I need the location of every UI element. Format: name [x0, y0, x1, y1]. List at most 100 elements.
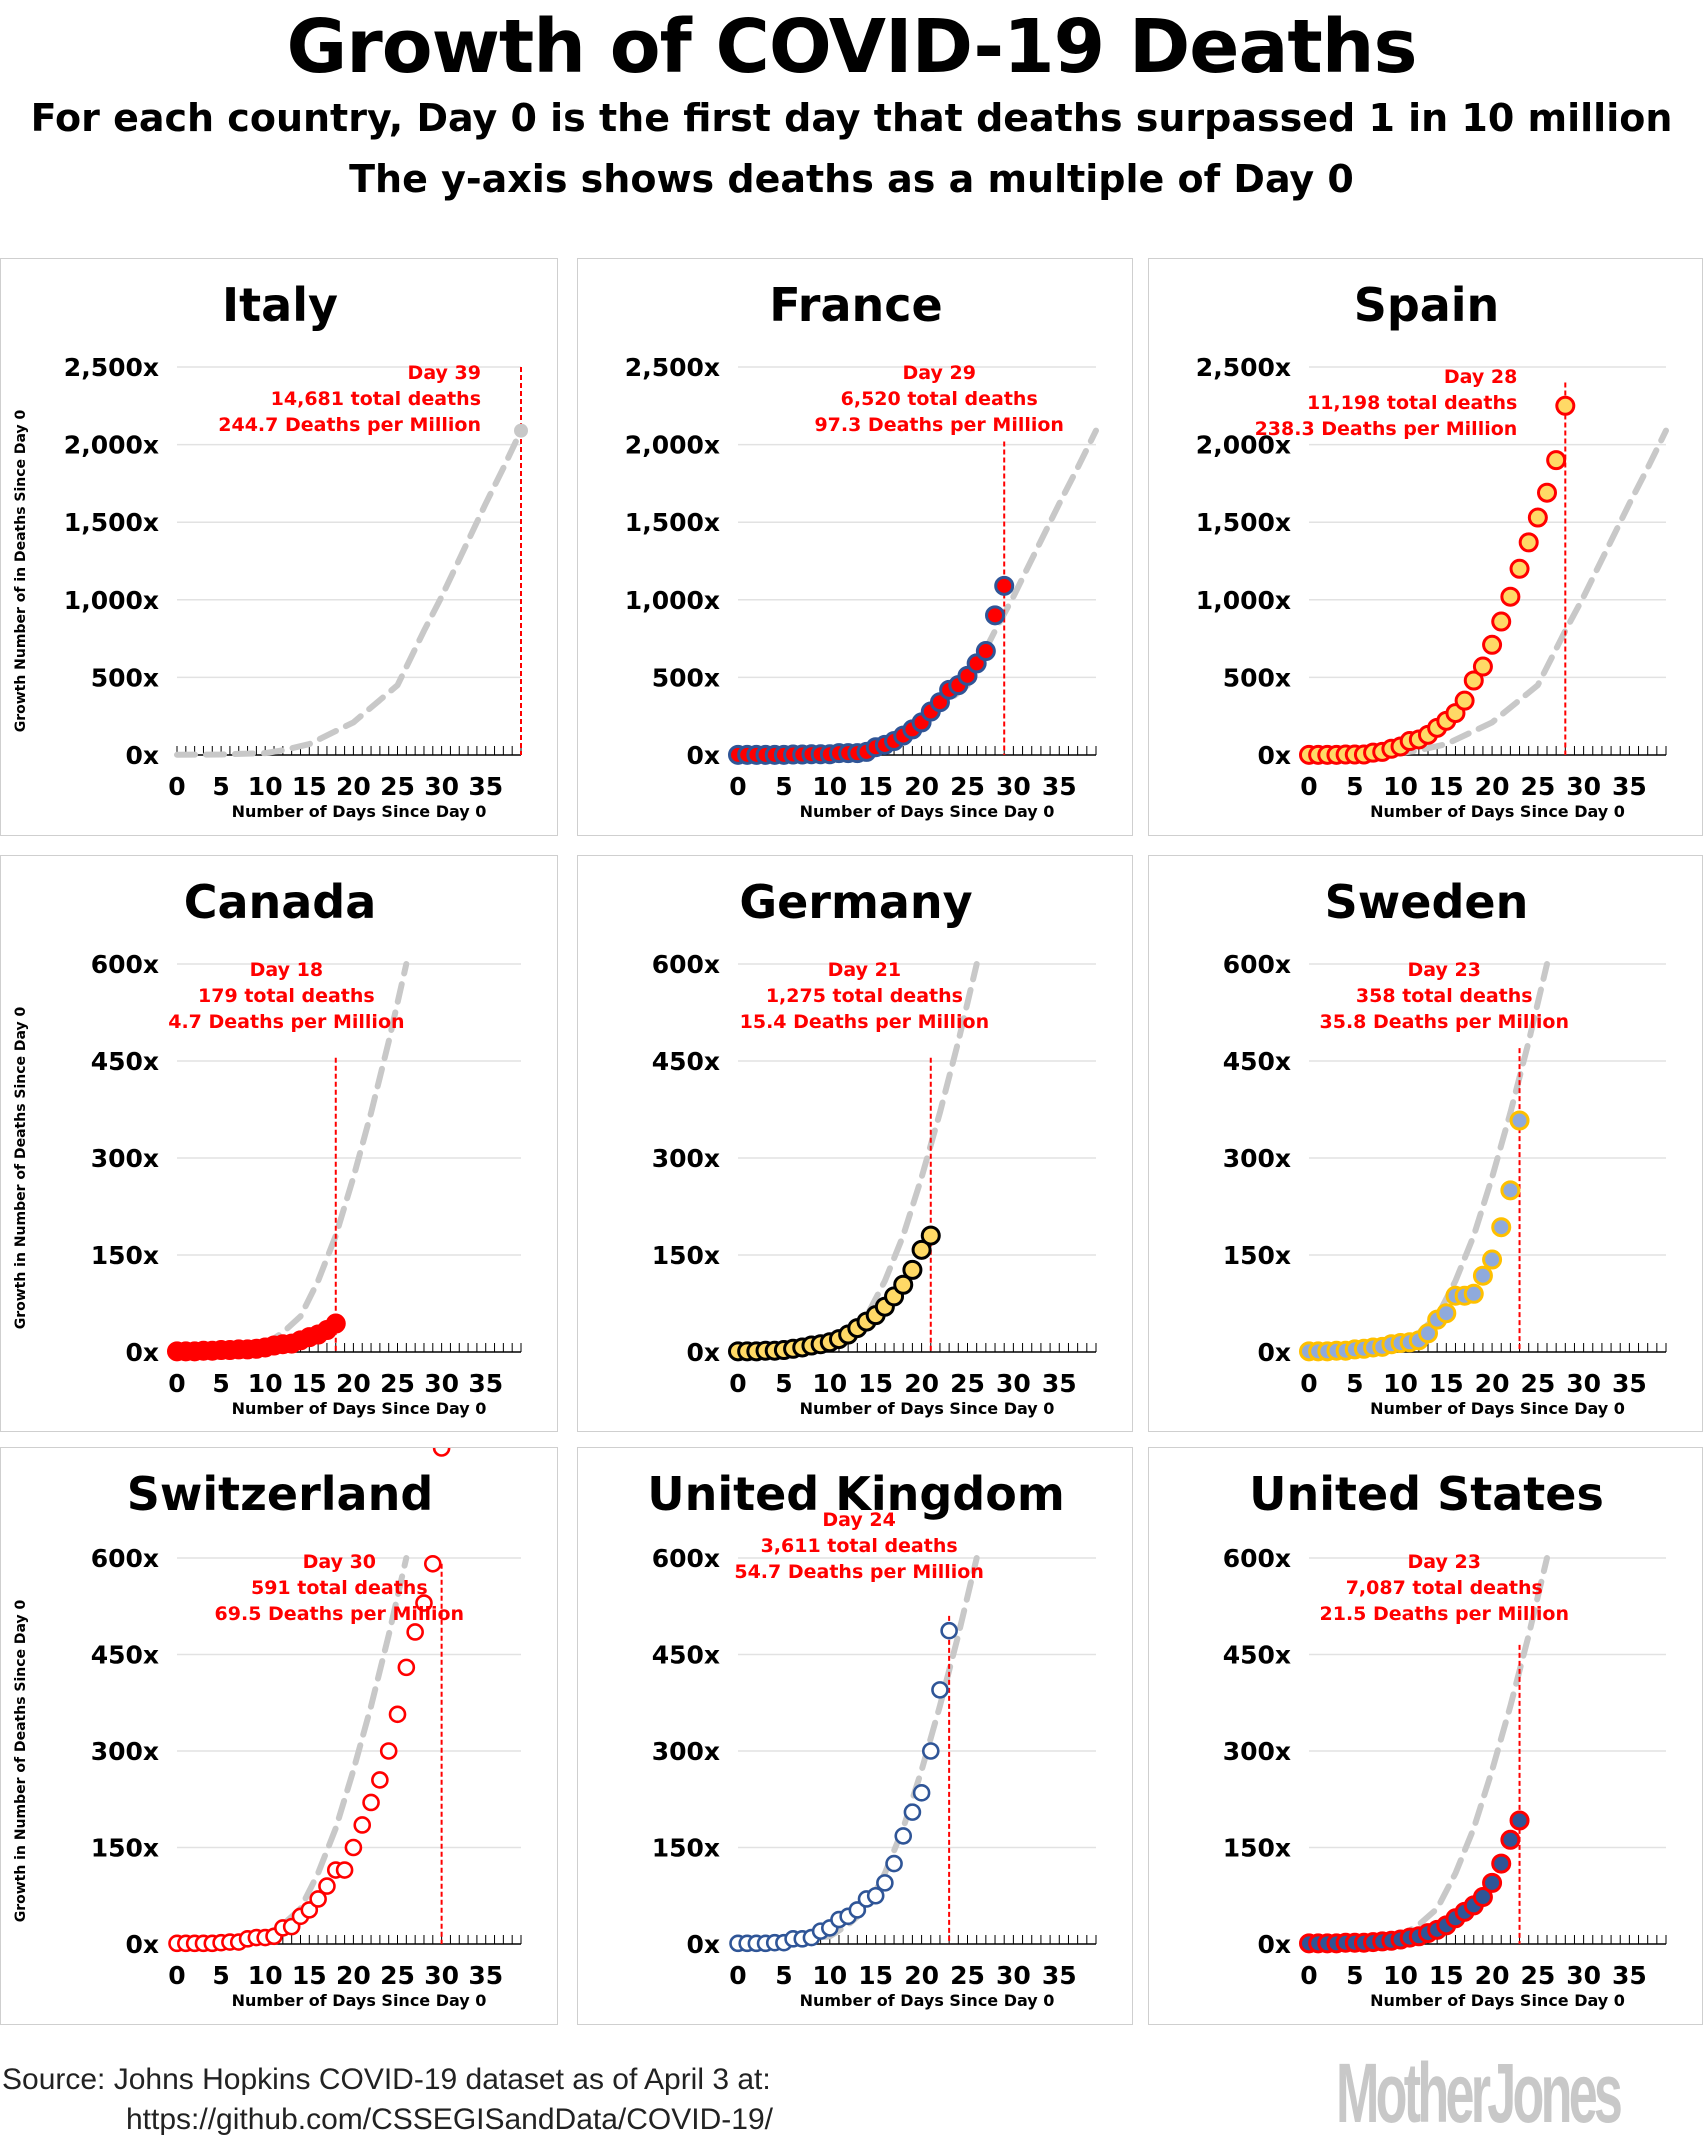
y-tick-label: 0x — [125, 1338, 159, 1367]
data-point — [397, 1658, 416, 1677]
y-tick-label: 150x — [91, 1834, 159, 1863]
x-tick-label: 0 — [1300, 772, 1317, 801]
y-tick-label: 600x — [652, 1544, 720, 1573]
y-tick-label: 150x — [1223, 1834, 1291, 1863]
annotation-total-deaths: 7,087 total deaths — [1346, 1577, 1543, 1599]
x-tick-label: 10 — [248, 1961, 283, 1990]
x-tick-label: 0 — [168, 1369, 185, 1398]
x-tick-label: 30 — [1566, 1961, 1601, 1990]
data-point — [344, 1838, 363, 1857]
x-tick-label: 20 — [336, 1961, 371, 1990]
data-point — [415, 1594, 433, 1612]
data-point — [1482, 1249, 1503, 1270]
data-point — [325, 1313, 346, 1334]
data-point — [1509, 558, 1530, 579]
data-point — [1518, 532, 1539, 553]
series-germany — [728, 1225, 941, 1362]
x-tick-label: 15 — [292, 772, 327, 801]
x-tick-label: 25 — [380, 1961, 415, 1990]
x-tick-label: 5 — [1346, 772, 1363, 801]
x-axis-label: Number of Days Since Day 0 — [800, 1399, 1055, 1418]
y-tick-label: 0x — [1257, 741, 1291, 770]
y-tick-label: 2,000x — [1196, 431, 1291, 460]
x-tick-label: 0 — [729, 772, 746, 801]
y-tick-label: 1,500x — [625, 508, 720, 537]
annotation-deaths-per-million: 97.3 Deaths per Million — [814, 414, 1064, 436]
x-axis-label: Number of Days Since Day 0 — [1370, 1399, 1625, 1418]
y-axis-label: Growth Number of in Deaths Since Day 0 — [13, 409, 29, 732]
annotation-day: Day 23 — [1408, 959, 1481, 981]
data-point — [423, 1554, 442, 1573]
x-tick-label: 30 — [996, 1961, 1031, 1990]
x-axis-label: Number of Days Since Day 0 — [232, 802, 487, 821]
y-tick-label: 1,000x — [1196, 586, 1291, 615]
x-tick-label: 30 — [996, 772, 1031, 801]
y-tick-label: 600x — [1223, 1544, 1291, 1573]
x-tick-label: 30 — [996, 1369, 1031, 1398]
data-point — [362, 1793, 380, 1812]
annotation-total-deaths: 11,198 total deaths — [1307, 392, 1517, 414]
annotation-day: Day 21 — [828, 959, 901, 981]
x-tick-label: 0 — [1300, 1961, 1317, 1990]
data-point — [903, 1803, 922, 1821]
x-tick-label: 0 — [168, 772, 185, 801]
chart-panel-italy: Italy 0x 500x 1,000x 1,500x 2,000x 2,500x 0 5 10 1… — [0, 258, 558, 836]
x-tick-label: 30 — [424, 772, 459, 801]
data-point — [1482, 1872, 1503, 1893]
x-tick-label: 5 — [775, 1369, 792, 1398]
y-tick-label: 450x — [1223, 1047, 1291, 1076]
x-tick-label: 25 — [1520, 1961, 1555, 1990]
x-tick-label: 20 — [904, 1961, 939, 1990]
annotation-deaths-per-million: 4.7 Deaths per Million — [168, 1011, 404, 1033]
data-point — [1472, 1887, 1493, 1908]
y-tick-label: 500x — [1223, 663, 1291, 692]
x-tick-label: 35 — [468, 1369, 503, 1398]
chart-title: Italy — [222, 278, 338, 332]
data-point — [911, 1239, 932, 1260]
chart-panel-germany: Germany 0x 150x 300x 450x 600x 0 5 10 15 20 25 30 35 N… — [577, 855, 1133, 1432]
chart-svg: Canada 0x 150x 300x 450x 600x 0 5 10 15 20 25 30 35Nu… — [13, 875, 522, 1418]
reference-line-italy — [1306, 427, 1669, 758]
data-point — [1418, 1323, 1438, 1344]
x-tick-label: 35 — [1612, 772, 1647, 801]
chart-title: Canada — [184, 875, 377, 929]
x-tick-label: 25 — [950, 1961, 985, 1990]
data-point — [912, 1784, 931, 1802]
data-point — [994, 575, 1015, 596]
x-axis-label: Number of Days Since Day 0 — [232, 1991, 487, 2010]
y-tick-label: 300x — [652, 1737, 720, 1766]
data-point — [866, 1886, 885, 1905]
x-tick-label: 0 — [729, 1961, 746, 1990]
annotation-total-deaths: 179 total deaths — [198, 985, 375, 1007]
x-tick-label: 35 — [1042, 772, 1077, 801]
chart-svg: Sweden 0x 150x 300x 450x 600x 0 5 10 15 20 25 30 35Nu… — [1223, 875, 1667, 1418]
x-tick-label: 35 — [1612, 1961, 1647, 1990]
x-tick-label: 25 — [380, 1369, 415, 1398]
y-tick-label: 1,500x — [1196, 508, 1291, 537]
y-tick-label: 300x — [1223, 1144, 1291, 1173]
y-tick-label: 2,500x — [625, 353, 720, 382]
data-point — [1491, 611, 1512, 632]
y-tick-label: 500x — [652, 663, 720, 692]
data-point — [318, 1877, 336, 1895]
x-tick-label: 5 — [775, 772, 792, 801]
y-tick-label: 450x — [91, 1641, 159, 1670]
y-tick-label: 0x — [125, 741, 159, 770]
data-point — [1482, 634, 1503, 655]
x-axis-label: Number of Days Since Day 0 — [800, 1991, 1055, 2010]
series-spain — [1299, 395, 1576, 765]
data-point — [1527, 507, 1548, 528]
series-sweden — [1299, 1110, 1530, 1362]
chart-title: Switzerland — [127, 1467, 434, 1521]
y-axis-label: Growth in Number of Deaths Since Day 0 — [13, 1006, 29, 1329]
data-point — [940, 1621, 958, 1640]
annotation-total-deaths: 14,681 total deaths — [271, 388, 481, 410]
annotation-deaths-per-million: 35.8 Deaths per Million — [1320, 1011, 1570, 1033]
chart-svg: France 0x 500x 1,000x 1,500x 2,000x 2,500x 0 5 10… — [625, 278, 1099, 821]
data-point — [1436, 1303, 1457, 1324]
y-tick-label: 2,500x — [1196, 353, 1291, 382]
x-tick-label: 35 — [1612, 1369, 1647, 1398]
data-point — [902, 1259, 923, 1280]
annotation-day: Day 24 — [822, 1509, 895, 1531]
x-tick-label: 5 — [212, 1961, 229, 1990]
